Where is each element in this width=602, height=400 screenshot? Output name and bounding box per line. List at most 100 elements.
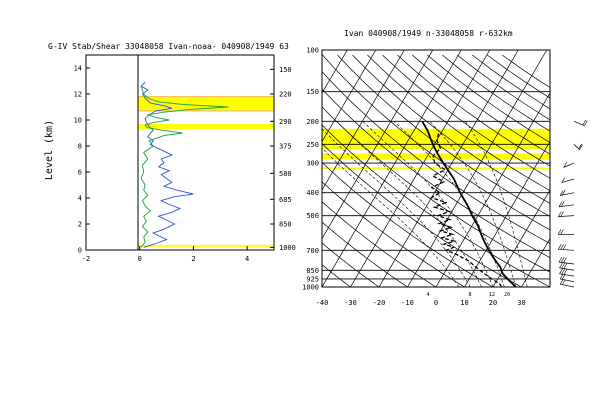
right-plot-frame	[321, 49, 551, 288]
isotherm	[322, 50, 377, 143]
highlight-band	[322, 153, 550, 160]
barb-flag	[561, 189, 566, 196]
moist-adiabat	[336, 121, 482, 287]
right-tick-label: 685	[279, 196, 292, 204]
barb-flag	[559, 190, 564, 196]
dry-adiabat	[427, 54, 550, 143]
barb-flag	[560, 229, 564, 235]
barb-flag	[560, 257, 565, 263]
wind-barb	[559, 189, 575, 196]
highlight-band	[138, 96, 274, 111]
pressure-label: 1000	[302, 284, 319, 292]
profile-lines	[140, 81, 229, 248]
right-tick-label: 580	[279, 170, 292, 178]
left-chart-title: G-IV Stab/Shear 33048058 Ivan-noaa- 0409…	[48, 42, 289, 51]
barb-flag	[561, 177, 566, 183]
dry-adiabat	[501, 54, 550, 88]
isotherm	[492, 189, 550, 287]
y-tick-label: 14	[74, 65, 82, 73]
barb-flag	[558, 201, 563, 207]
barb-flag	[559, 262, 563, 269]
wind-barb	[557, 211, 575, 217]
isotherm	[322, 50, 405, 191]
right-tick-label: 375	[279, 143, 292, 151]
pressure-label: 200	[306, 118, 319, 126]
dry-adiabat	[322, 124, 550, 287]
isotherm	[180, 50, 319, 287]
barb-flag	[561, 279, 566, 285]
temperature-tick-label: -30	[344, 299, 357, 307]
wind-barb	[559, 279, 575, 288]
wind-barbs	[557, 119, 588, 288]
dry-adiabat	[367, 54, 550, 192]
highlight-band	[138, 244, 274, 247]
y-tick-label: 6	[78, 169, 82, 177]
x-tick-label: 0	[138, 255, 142, 263]
stability-line	[140, 81, 194, 248]
pressure-label: 100	[306, 47, 319, 55]
left-y-tick-labels: 0 2 4 6 8 10 12 14	[74, 65, 90, 255]
barb-flag	[561, 274, 566, 280]
left-plot-frame	[85, 54, 275, 251]
pressure-label: 250	[306, 141, 319, 149]
pressure-label: 500	[306, 212, 319, 220]
temperature-tick-label: 20	[489, 299, 497, 307]
dry-adiabats	[322, 54, 550, 287]
barb-flag	[559, 273, 564, 280]
sounding-profiles	[421, 120, 517, 287]
moist-adiabat	[429, 121, 517, 287]
dry-adiabat	[412, 54, 550, 155]
isotherm	[549, 286, 550, 287]
moist-adiabat	[393, 121, 505, 287]
shear-line	[140, 86, 229, 248]
dewpoint-profile	[429, 131, 503, 287]
moist-adiabat	[465, 121, 528, 287]
barb-flag	[560, 201, 565, 207]
x-tick-label: -2	[82, 255, 90, 263]
dry-adiabat	[322, 242, 380, 287]
isotherm	[322, 50, 348, 94]
dry-adiabat	[486, 54, 550, 99]
barb-flag	[561, 268, 565, 275]
barb-flag	[559, 268, 563, 274]
highlight-band	[138, 123, 274, 130]
barb-staff	[573, 144, 580, 150]
dry-adiabat	[322, 106, 550, 273]
barb-flag	[579, 144, 583, 150]
barb-staff	[573, 121, 585, 126]
pressure-label: 300	[306, 160, 319, 168]
y-tick-label: 10	[74, 117, 82, 125]
mixing-ratio-label: 8	[468, 292, 471, 298]
pressure-label: 700	[306, 247, 319, 255]
wind-barb	[557, 229, 574, 235]
mixing-ratio-label: 20	[504, 292, 510, 298]
wind-barb	[558, 201, 575, 208]
stability-shear-chart: G-IV Stab/Shear 33048058 Ivan-noaa- 0409…	[44, 42, 296, 263]
dry-adiabat	[397, 54, 550, 167]
temperature-tick-label: -10	[401, 299, 414, 307]
barb-flag	[561, 263, 565, 269]
dry-adiabat	[322, 161, 494, 287]
pressure-label: 400	[306, 189, 319, 197]
dry-adiabat	[322, 88, 550, 259]
y-tick-label: 12	[74, 91, 82, 99]
pressure-label: 850	[306, 267, 319, 275]
mixing-ratio-label: 12	[489, 292, 495, 298]
barb-flag	[557, 211, 562, 217]
barb-flag	[563, 162, 567, 168]
highlight-bands	[138, 95, 274, 247]
wind-barb	[557, 244, 575, 251]
barb-flag	[557, 244, 562, 250]
temperature-tick-label: 30	[517, 299, 525, 307]
moist-adiabat	[322, 147, 460, 287]
dry-adiabat	[322, 264, 352, 287]
dry-adiabat	[322, 221, 409, 287]
moist-adiabat	[362, 121, 494, 287]
dry-adiabat	[322, 201, 437, 287]
barb-flag	[578, 143, 582, 149]
temperature-tick-label: 0	[434, 299, 438, 307]
right-tick-label: 220	[279, 91, 292, 99]
wind-barb	[573, 143, 583, 150]
isotherm	[378, 50, 519, 287]
temperature-tick-label: 10	[460, 299, 468, 307]
